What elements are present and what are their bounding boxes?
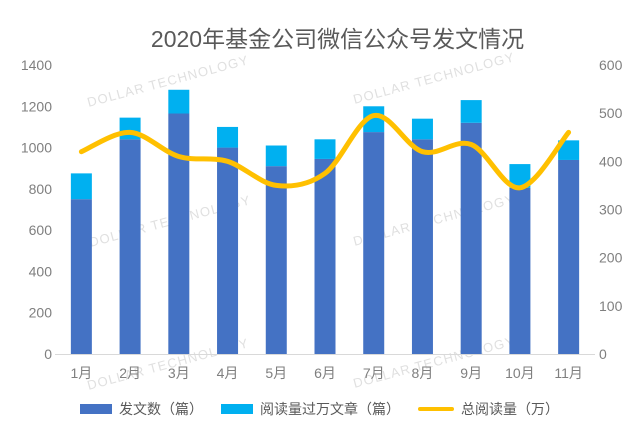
y-axis-left-tick: 400	[29, 263, 53, 279]
bar-segment-posts	[168, 113, 190, 354]
line-total-reads	[78, 113, 572, 191]
bar-segment-posts	[558, 159, 580, 354]
y-axis-right-tick: 300	[599, 202, 623, 218]
x-axis-label: 2月	[119, 365, 141, 381]
legend-swatch-over10k	[221, 404, 253, 414]
legend-label-total-reads: 总阅读量（万）	[461, 401, 559, 417]
x-axis-label: 9月	[460, 365, 482, 381]
bar-segment-over10k	[217, 126, 239, 148]
bar-segment-over10k	[265, 145, 287, 167]
y-axis-right-tick: 0	[599, 346, 607, 362]
bar-segment-over10k	[168, 89, 190, 114]
chart-title: 2020年基金公司微信公众号发文情况	[150, 26, 525, 52]
x-axis-label: 5月	[265, 365, 287, 381]
legend-label-over10k: 阅读量过万文章（篇）	[260, 401, 400, 417]
x-axis-label: 11月	[554, 365, 583, 381]
y-axis-right-tick: 200	[599, 250, 623, 266]
y-axis-left-tick: 800	[29, 181, 53, 197]
legend-swatch-posts	[80, 404, 112, 414]
legend-item-posts: 发文数（篇）	[80, 399, 203, 419]
bar-segment-over10k	[363, 106, 385, 133]
bar-segment-over10k	[314, 139, 336, 159]
bar-segment-posts	[119, 139, 141, 354]
y-axis-right-tick: 600	[599, 57, 623, 73]
bar-segment-over10k	[411, 118, 433, 140]
x-axis-label: 8月	[412, 365, 434, 381]
x-axis-label: 4月	[217, 365, 239, 381]
legend: 发文数（篇） 阅读量过万文章（篇） 总阅读量（万）	[0, 399, 639, 419]
y-axis-left-tick: 600	[29, 222, 53, 238]
bar-segment-posts	[265, 166, 287, 354]
y-axis-left-tick: 0	[44, 346, 52, 362]
bar-segment-over10k	[70, 173, 92, 200]
bar-segment-posts	[460, 122, 482, 354]
bar-segment-posts	[411, 139, 433, 354]
y-axis-right-tick: 100	[599, 298, 623, 314]
y-axis-left-tick: 1400	[21, 57, 52, 73]
y-axis-right-tick: 500	[599, 105, 623, 121]
x-axis-label: 3月	[168, 365, 190, 381]
x-axis-label: 7月	[363, 365, 385, 381]
y-axis-left-tick: 200	[29, 305, 53, 321]
legend-label-posts: 发文数（篇）	[119, 401, 203, 417]
y-axis-right-tick: 400	[599, 153, 623, 169]
bar-segment-posts	[217, 147, 239, 354]
bar-segment-over10k	[509, 164, 531, 188]
y-axis-left-tick: 1200	[21, 98, 52, 114]
bar-segment-posts	[314, 158, 336, 354]
x-axis-label: 6月	[314, 365, 336, 381]
x-axis-label: 1月	[70, 365, 92, 381]
x-axis-label: 10月	[505, 365, 535, 381]
bar-segment-over10k	[460, 100, 482, 123]
legend-swatch-total-reads	[418, 407, 454, 411]
legend-item-total-reads: 总阅读量（万）	[418, 399, 559, 419]
bar-segment-posts	[363, 132, 385, 354]
legend-item-over10k: 阅读量过万文章（篇）	[221, 399, 400, 419]
bar-segment-over10k	[558, 140, 580, 160]
y-axis-left-tick: 1000	[21, 140, 52, 156]
bar-segment-posts	[509, 187, 531, 354]
bar-segment-posts	[70, 199, 92, 354]
